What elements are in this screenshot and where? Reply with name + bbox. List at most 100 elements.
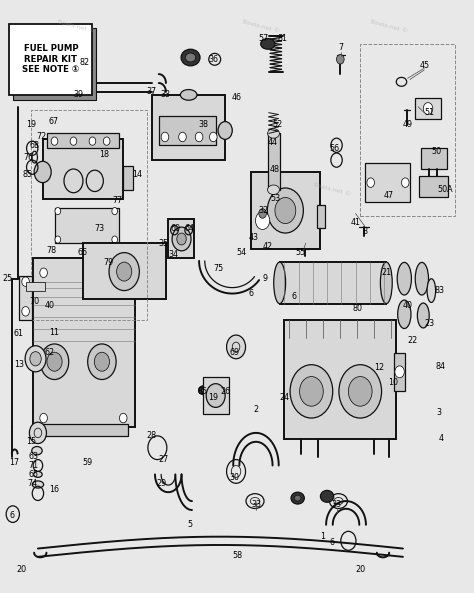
Circle shape — [195, 132, 203, 142]
FancyBboxPatch shape — [394, 353, 405, 391]
Text: 68: 68 — [29, 141, 39, 150]
Circle shape — [339, 365, 382, 418]
Text: 35: 35 — [158, 238, 169, 248]
Text: 17: 17 — [9, 458, 19, 467]
Text: 33: 33 — [331, 499, 342, 509]
Circle shape — [177, 233, 186, 245]
Circle shape — [227, 335, 246, 359]
Text: 45: 45 — [419, 60, 429, 70]
Ellipse shape — [415, 262, 428, 295]
Text: 21: 21 — [381, 268, 392, 278]
Circle shape — [88, 344, 116, 380]
Circle shape — [259, 209, 266, 218]
Circle shape — [395, 366, 404, 378]
FancyBboxPatch shape — [421, 148, 447, 169]
Text: 57: 57 — [258, 34, 268, 43]
Text: 34: 34 — [168, 250, 178, 260]
FancyBboxPatch shape — [47, 133, 118, 148]
Text: 80: 80 — [353, 304, 363, 313]
Text: 64: 64 — [184, 224, 195, 233]
FancyBboxPatch shape — [19, 276, 32, 320]
FancyBboxPatch shape — [251, 172, 320, 249]
Ellipse shape — [397, 262, 411, 295]
FancyBboxPatch shape — [284, 320, 396, 439]
Text: 58: 58 — [232, 551, 242, 560]
Ellipse shape — [185, 53, 196, 62]
FancyBboxPatch shape — [159, 116, 216, 145]
Text: 63: 63 — [28, 452, 38, 461]
Text: 20: 20 — [355, 565, 365, 574]
Ellipse shape — [267, 129, 279, 138]
FancyBboxPatch shape — [83, 243, 166, 299]
Circle shape — [290, 365, 333, 418]
Text: 72: 72 — [36, 132, 47, 141]
Text: 37: 37 — [146, 87, 157, 97]
Text: 62: 62 — [45, 348, 55, 358]
FancyBboxPatch shape — [13, 28, 96, 100]
FancyBboxPatch shape — [280, 262, 386, 304]
FancyBboxPatch shape — [317, 205, 325, 228]
Text: 85: 85 — [22, 170, 33, 180]
Circle shape — [40, 268, 47, 278]
Circle shape — [112, 208, 118, 215]
Circle shape — [255, 212, 270, 229]
Text: 74: 74 — [27, 479, 37, 488]
FancyBboxPatch shape — [40, 424, 128, 436]
Text: 40: 40 — [402, 301, 413, 310]
Text: 41: 41 — [350, 218, 361, 227]
Text: 2: 2 — [254, 404, 258, 414]
Text: 13: 13 — [14, 360, 24, 369]
Text: 79: 79 — [103, 258, 113, 267]
Ellipse shape — [380, 262, 392, 304]
Ellipse shape — [417, 303, 429, 328]
Text: 54: 54 — [237, 247, 247, 257]
Ellipse shape — [267, 185, 279, 195]
FancyBboxPatch shape — [152, 95, 225, 160]
Text: 73: 73 — [94, 224, 105, 233]
Circle shape — [300, 377, 323, 406]
Ellipse shape — [427, 279, 436, 302]
FancyBboxPatch shape — [123, 166, 133, 190]
Ellipse shape — [180, 90, 197, 100]
Text: 33: 33 — [161, 90, 171, 100]
Circle shape — [22, 277, 29, 286]
Text: 15: 15 — [26, 437, 36, 447]
Text: 27: 27 — [158, 455, 169, 464]
FancyBboxPatch shape — [415, 98, 441, 119]
Circle shape — [172, 227, 191, 251]
Text: 60: 60 — [170, 224, 181, 233]
Text: 65: 65 — [28, 470, 38, 479]
Circle shape — [210, 132, 217, 142]
Text: 19: 19 — [208, 393, 219, 402]
Text: 25: 25 — [2, 274, 12, 283]
Text: 42: 42 — [263, 241, 273, 251]
FancyBboxPatch shape — [268, 133, 280, 190]
Text: 10: 10 — [388, 378, 399, 387]
Text: 8: 8 — [363, 227, 367, 236]
Text: 56: 56 — [329, 144, 339, 153]
Circle shape — [70, 137, 77, 145]
Text: 39: 39 — [73, 90, 83, 100]
Text: 40: 40 — [45, 301, 55, 310]
Text: FUEL PUMP
REPAIR KIT
SEE NOTE ①: FUEL PUMP REPAIR KIT SEE NOTE ① — [22, 44, 80, 74]
Text: 30: 30 — [229, 473, 240, 482]
Text: 33: 33 — [251, 499, 261, 509]
Ellipse shape — [294, 495, 301, 501]
Text: 49: 49 — [402, 120, 413, 129]
Text: 24: 24 — [279, 393, 290, 402]
Circle shape — [109, 253, 139, 291]
FancyBboxPatch shape — [43, 139, 123, 199]
FancyBboxPatch shape — [168, 219, 194, 258]
FancyBboxPatch shape — [55, 208, 118, 243]
Text: 23: 23 — [424, 318, 434, 328]
Ellipse shape — [32, 447, 42, 455]
Circle shape — [103, 137, 110, 145]
Text: 76: 76 — [23, 152, 34, 162]
Circle shape — [337, 55, 344, 64]
Circle shape — [275, 197, 296, 224]
Ellipse shape — [273, 262, 285, 304]
Text: 1: 1 — [320, 532, 325, 541]
Circle shape — [423, 103, 433, 114]
Circle shape — [367, 178, 374, 187]
Text: 9: 9 — [263, 274, 268, 283]
